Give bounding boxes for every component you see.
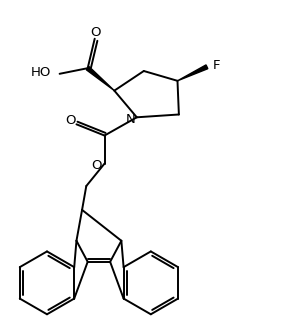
Polygon shape (86, 67, 114, 91)
Polygon shape (177, 65, 208, 81)
Text: O: O (90, 26, 100, 39)
Text: F: F (213, 59, 221, 72)
Text: O: O (91, 159, 102, 172)
Text: N: N (126, 113, 135, 126)
Text: O: O (65, 114, 76, 127)
Text: HO: HO (31, 66, 51, 79)
